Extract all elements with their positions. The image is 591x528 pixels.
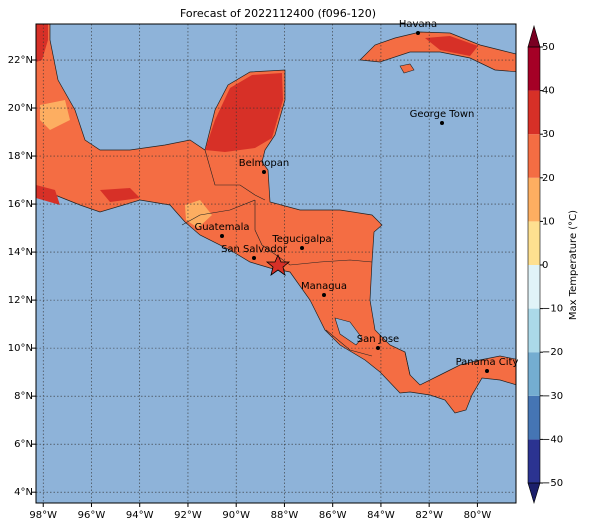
city-dot: [252, 256, 256, 260]
y-tick-label: 18°N: [8, 151, 33, 162]
x-tick-label: 96°W: [78, 510, 106, 521]
border: [404, 351, 411, 376]
lake: [334, 317, 363, 346]
x-tick-label: 92°W: [174, 510, 202, 521]
y-tick-label: 4°N: [14, 487, 33, 498]
colorbar-label: Max Temperature (°C): [568, 210, 579, 320]
y-tick-label: 8°N: [14, 391, 33, 402]
warm-region: [100, 188, 140, 202]
border: [325, 329, 373, 357]
cool-region: [185, 200, 212, 228]
cool-region: [40, 100, 70, 130]
border: [254, 200, 373, 266]
y-tick-label: 22°N: [8, 55, 33, 66]
colorbar-tick-label: −10: [542, 304, 563, 315]
x-tick-label: 82°W: [415, 510, 443, 521]
city-dot: [322, 293, 326, 297]
colorbar-tick-label: 20: [542, 173, 555, 184]
border: [204, 149, 266, 201]
x-tick-label: 98°W: [29, 510, 57, 521]
colorbar-segment: [528, 265, 540, 309]
y-tick-label: 6°N: [14, 439, 33, 450]
city-dot: [440, 121, 444, 125]
city-label: Tegucigalpa: [271, 234, 331, 245]
y-tick-label: 20°N: [8, 103, 33, 114]
colorbar-tick-label: −30: [542, 391, 563, 402]
colorbar-under: [527, 482, 541, 505]
star-marker: [265, 253, 291, 276]
city-label: George Town: [410, 109, 475, 120]
map-title: Forecast of 2022112400 (f096-120): [180, 7, 376, 20]
land: [359, 31, 516, 73]
city-label: Panama City: [456, 357, 519, 368]
x-tick-label: 94°W: [126, 510, 154, 521]
city-label: Managua: [301, 281, 347, 292]
x-tick-label: 90°W: [222, 510, 250, 521]
land: [36, 24, 516, 414]
land: [399, 63, 415, 74]
city-dot: [220, 234, 224, 238]
city-dot: [300, 246, 304, 250]
colorbar-tick-label: 0: [542, 260, 548, 271]
x-tick-label: 84°W: [367, 510, 395, 521]
y-tick-label: 12°N: [8, 295, 33, 306]
colorbar-segment: [528, 47, 540, 91]
colorbar-tick-label: −20: [542, 347, 563, 358]
border: [181, 199, 256, 226]
colorbar-tick-label: 40: [542, 86, 555, 97]
city-dot: [416, 31, 420, 35]
grid: [36, 24, 516, 503]
warm-region: [36, 185, 60, 205]
y-tick-label: 14°N: [8, 247, 33, 258]
city-label: Belmopan: [239, 158, 289, 169]
x-tick-label: 88°W: [271, 510, 299, 521]
colorbar-tick-label: 30: [542, 129, 555, 140]
colorbar-over: [527, 24, 541, 48]
city-dot: [262, 170, 266, 174]
map-frame: [35, 23, 517, 504]
colorbar-segment: [528, 134, 540, 178]
colorbar-tick-label: −50: [542, 478, 563, 489]
map-area: [36, 24, 516, 503]
city-dot: [485, 369, 489, 373]
colorbar-segment: [528, 221, 540, 265]
warm-region: [205, 73, 283, 152]
y-tick-label: 16°N: [8, 199, 33, 210]
city-label: San Salvador: [221, 244, 288, 255]
colorbar-tick-label: 10: [542, 216, 555, 227]
warm-region: [425, 36, 478, 56]
colorbar-segment: [528, 439, 540, 483]
city-label: Havana: [399, 19, 437, 30]
x-tick-label: 86°W: [319, 510, 347, 521]
colorbar-segment: [528, 395, 540, 440]
colorbar-segment: [528, 352, 540, 396]
colorbar-tick-label: −40: [542, 434, 563, 445]
colorbar-tick-label: 50: [542, 42, 555, 53]
colorbar-segment: [528, 90, 540, 135]
y-tick-label: 10°N: [8, 343, 33, 354]
city-dot: [376, 346, 380, 350]
city-label: Guatemala: [194, 222, 249, 233]
colorbar-segment: [528, 177, 540, 222]
colorbar-segment: [528, 308, 540, 353]
city-label: San Jose: [357, 334, 399, 345]
warm-region: [36, 24, 48, 62]
x-tick-label: 80°W: [464, 510, 492, 521]
